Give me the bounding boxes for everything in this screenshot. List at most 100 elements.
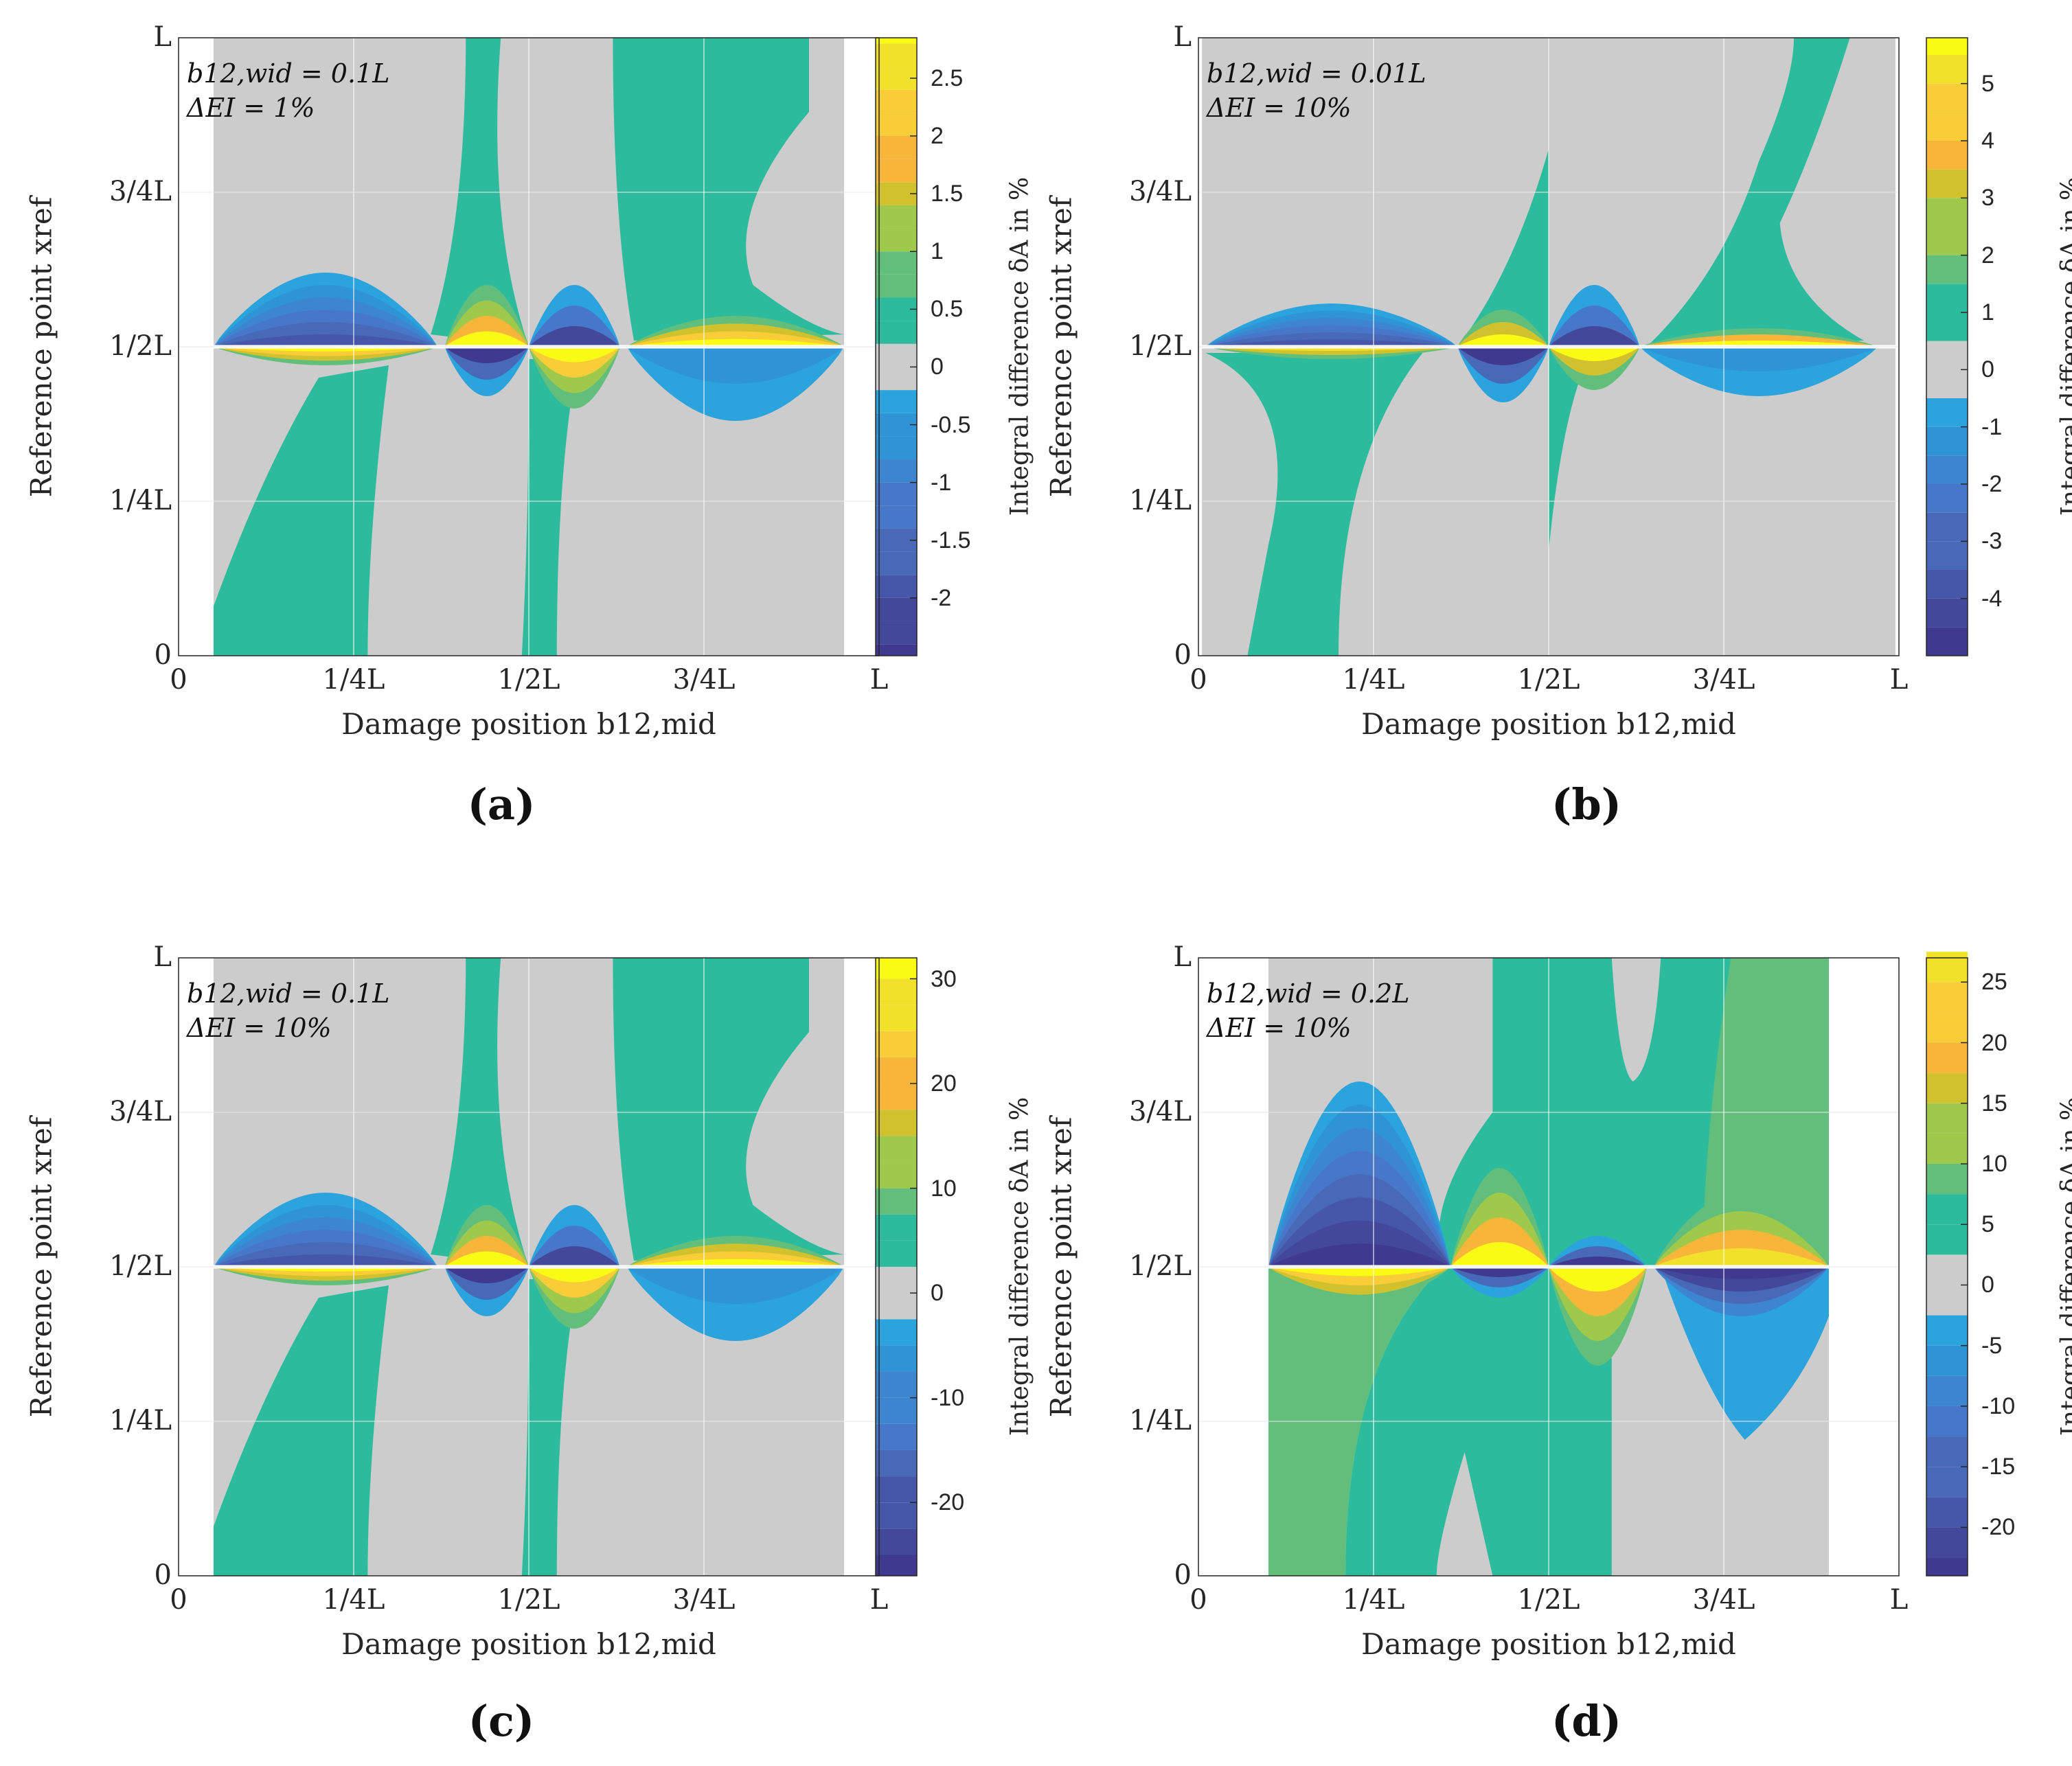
colorbar-swatch <box>876 644 917 656</box>
x-tick-label: 1/4L <box>1342 1584 1405 1616</box>
panel-annotation: ΔEI = 10% <box>187 1013 332 1043</box>
y-tick-label: L <box>1173 21 1192 53</box>
x-tick-label: 3/4L <box>672 1584 736 1616</box>
lobe-pos-band <box>1457 334 1549 347</box>
colorbar-swatch <box>1926 627 1968 656</box>
colorbar-swatch <box>1926 1345 1968 1376</box>
panel-annotation: b12,wid = 0.1L <box>187 978 390 1009</box>
colorbar-swatch <box>1926 1224 1968 1255</box>
y-tick-label: 0 <box>1174 1559 1192 1591</box>
colorbar-tick-label: 25 <box>1981 969 2007 996</box>
colorbar-tick-label: -0.5 <box>931 411 971 438</box>
plot-frame <box>1198 37 1900 656</box>
colorbar-tick-label: 0 <box>931 1280 944 1307</box>
y-tick-label: 1/4L <box>1129 485 1192 516</box>
colorbar-tick-label: 10 <box>1981 1151 2007 1177</box>
colorbar-swatch <box>876 1214 917 1241</box>
colorbar-swatch <box>876 1136 917 1162</box>
lobe-pos-band <box>1654 1248 1829 1267</box>
colorbar-swatch <box>1926 55 1968 84</box>
colorbar-swatch <box>1926 1012 1968 1043</box>
colorbar-swatch <box>876 505 917 529</box>
colorbar-swatch <box>876 621 917 645</box>
colorbar-tick-label: 20 <box>931 1070 957 1097</box>
colorbar-swatch <box>876 1528 917 1555</box>
panel-annotation: b12,wid = 0.2L <box>1207 978 1410 1009</box>
colorbar-swatch <box>876 159 917 183</box>
colorbar-swatch <box>876 205 917 229</box>
colorbar-tick-label: -15 <box>1981 1454 2016 1480</box>
colorbar-swatch <box>876 1083 917 1110</box>
x-tick-label: 3/4L <box>1692 664 1755 696</box>
y-tick-label: 3/4L <box>1129 1096 1192 1127</box>
colorbar-label: Integral difference δA in % <box>1005 1097 1034 1436</box>
colorbar-swatch <box>876 274 917 298</box>
lobe-neg-band <box>1654 1267 1829 1279</box>
y-tick-label: 3/4L <box>1129 176 1192 207</box>
x-axis-label: Damage position b12,mid <box>341 1627 716 1661</box>
colorbar-swatch <box>1926 141 1968 170</box>
colorbar-swatch <box>1926 455 1968 484</box>
colorbar-swatch <box>876 113 917 136</box>
colorbar-swatch <box>876 1502 917 1529</box>
heatmap-region-pos <box>521 1279 578 1576</box>
colorbar-swatch <box>876 228 917 252</box>
colorbar-tick-label: -20 <box>931 1489 965 1516</box>
colorbar-swatch <box>1926 1194 1968 1225</box>
panel-annotation: ΔEI = 10% <box>1207 1013 1352 1043</box>
lobe-neg-band <box>529 1246 620 1267</box>
colorbar-swatch <box>1926 284 1968 312</box>
colorbar-tick-label: -20 <box>1981 1514 2016 1541</box>
colorbar-tick-label: 5 <box>1981 1211 1994 1238</box>
colorbar-tick-label: 2 <box>1981 242 1994 268</box>
lobe-neg-band <box>1549 1257 1647 1267</box>
colorbar-swatch <box>876 1240 917 1267</box>
colorbar-swatch <box>876 1423 917 1450</box>
colorbar-swatch <box>876 436 917 460</box>
colorbar-swatch <box>1926 112 1968 141</box>
lobe-neg-band <box>626 347 844 384</box>
colorbar-swatch <box>1926 426 1968 456</box>
x-tick-label: 3/4L <box>672 664 736 696</box>
colorbar-swatch <box>876 1371 917 1398</box>
colorbar-swatch <box>1926 83 1968 113</box>
colorbar-tick-label: 2.5 <box>931 65 964 91</box>
panel-c <box>178 957 918 1576</box>
colorbar-swatch <box>876 1555 917 1576</box>
colorbar-swatch <box>876 575 917 598</box>
colorbar-frame <box>1926 37 1968 656</box>
colorbar-swatch <box>1926 1073 1968 1103</box>
heatmap-region-neg <box>1661 1267 1829 1440</box>
panel-label: (a) <box>467 779 536 829</box>
lobe-neg-band <box>444 1267 529 1283</box>
colorbar-swatch <box>1926 982 1968 1013</box>
lobe-pos-band <box>529 1267 620 1283</box>
plot-frame <box>178 37 880 656</box>
colorbar-frame <box>875 37 918 656</box>
x-axis-label: Damage position b12,mid <box>341 707 716 741</box>
x-tick-label: 0 <box>1189 1584 1207 1616</box>
colorbar-tick-label: 30 <box>931 965 957 992</box>
colorbar-swatch <box>876 89 917 113</box>
colorbar-swatch <box>876 321 917 344</box>
lobe-neg-band <box>214 1254 438 1267</box>
colorbar-swatch <box>1926 541 1968 570</box>
x-tick-label: 0 <box>170 664 187 696</box>
y-tick-label: 1/4L <box>1129 1405 1192 1436</box>
colorbar-frame <box>1926 957 1968 1576</box>
colorbar-swatch <box>1926 484 1968 513</box>
lobe-neg-band <box>1205 339 1458 347</box>
colorbar-swatch <box>876 1319 917 1346</box>
y-tick-label: 0 <box>154 639 172 671</box>
colorbar-swatch <box>876 38 917 44</box>
colorbar-tick-label: 20 <box>1981 1029 2007 1056</box>
heatmap-region-pos <box>214 1285 389 1576</box>
y-tick-label: 3/4L <box>109 176 172 207</box>
colorbar-label: Integral difference δA in % <box>2056 1097 2072 1436</box>
colorbar-swatch <box>876 459 917 483</box>
colorbar-swatch <box>876 1005 917 1031</box>
colorbar-label: Integral difference δA in % <box>2056 177 2072 516</box>
lobe-pos-band <box>1268 1267 1451 1276</box>
colorbar-swatch <box>876 1031 917 1057</box>
plot-frame <box>178 957 880 1576</box>
